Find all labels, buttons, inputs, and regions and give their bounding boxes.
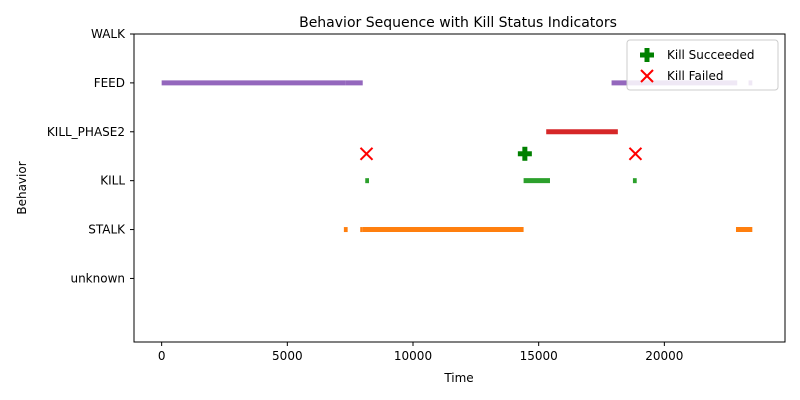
y-tick-label: KILL xyxy=(100,174,125,188)
legend-box xyxy=(626,39,779,91)
x-tick-label: 15000 xyxy=(520,349,558,363)
chart-title: Behavior Sequence with Kill Status Indic… xyxy=(299,15,617,31)
y-tick-label: STALK xyxy=(88,223,126,237)
x-axis-label: Time xyxy=(443,371,473,385)
y-axis: unknown STALK KILL KILL_PHASE2 FEED WALK xyxy=(47,27,134,285)
legend-label: Kill Failed xyxy=(667,69,724,83)
y-tick-label: WALK xyxy=(91,27,126,41)
y-tick-label: unknown xyxy=(70,271,125,285)
x-tick-label: 0 xyxy=(158,349,166,363)
x-tick-label: 20000 xyxy=(645,349,683,363)
kill-failed-marker xyxy=(628,147,643,161)
legend-x-icon xyxy=(640,69,654,83)
legend-label: Kill Succeeded xyxy=(667,48,755,62)
x-tick-label: 5000 xyxy=(272,349,303,363)
kill-succeeded-marker xyxy=(517,146,532,161)
y-axis-label: Behavior xyxy=(15,161,29,214)
legend: Kill Succeeded Kill Failed xyxy=(626,39,779,91)
plot-frame xyxy=(133,33,786,343)
x-axis: 0 5000 10000 15000 20000 xyxy=(158,342,683,363)
y-tick-label: FEED xyxy=(94,76,125,90)
kill-failed-marker xyxy=(359,147,374,161)
x-tick-label: 10000 xyxy=(394,349,432,363)
y-tick-label: KILL_PHASE2 xyxy=(47,125,125,139)
legend-plus-icon xyxy=(640,48,654,62)
